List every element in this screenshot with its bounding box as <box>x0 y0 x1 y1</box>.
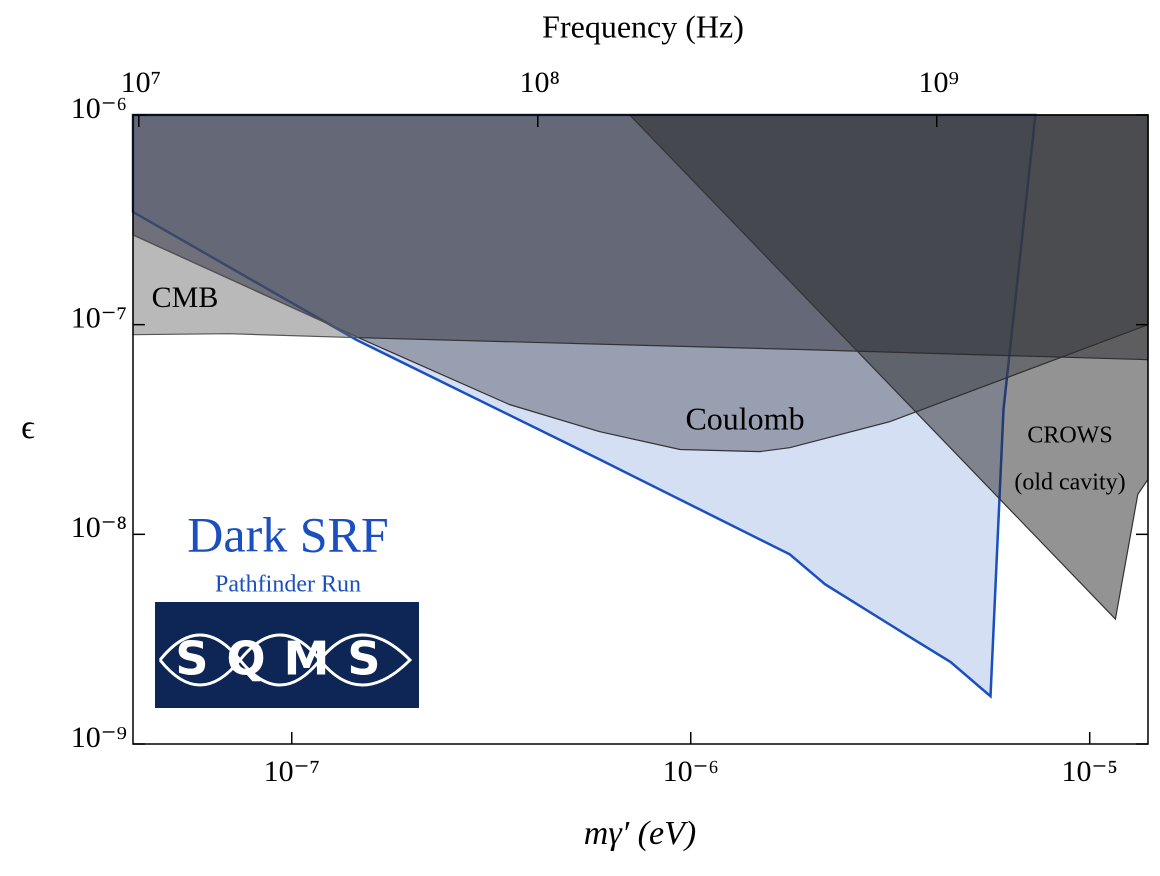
y-tick-label: 10⁻⁸ <box>71 511 127 544</box>
x2-tick-label: 10⁸ <box>520 66 560 99</box>
logo-background <box>155 602 419 708</box>
y-tick-label: 10⁻⁶ <box>71 92 127 125</box>
annotation: Coulomb <box>685 400 804 436</box>
x-tick-label: 10⁻⁶ <box>663 755 719 788</box>
y-tick-label: 10⁻⁷ <box>71 302 127 335</box>
logo-outline <box>158 633 413 687</box>
x2-axis-title: Frequency (Hz) <box>542 8 744 44</box>
x-tick-label: 10⁻⁵ <box>1062 755 1118 788</box>
x2-tick-label: 10⁹ <box>918 66 958 99</box>
annotation: CMB <box>152 281 219 314</box>
logo-text: SQMS <box>175 632 398 686</box>
plot-frame <box>132 114 1149 745</box>
annotation: (old cavity) <box>1014 470 1125 496</box>
annotation: CROWS <box>1027 423 1112 449</box>
x-tick-label: 10⁻⁷ <box>264 755 320 788</box>
y-tick-label: 10⁻⁹ <box>71 721 127 754</box>
annotation: Dark SRF <box>187 506 388 562</box>
x2-tick-label: 10⁷ <box>121 66 161 99</box>
x-axis-title: mγ′ (eV) <box>584 815 696 852</box>
y-axis-title: ϵ <box>21 409 35 446</box>
annotation: Pathfinder Run <box>215 572 361 598</box>
